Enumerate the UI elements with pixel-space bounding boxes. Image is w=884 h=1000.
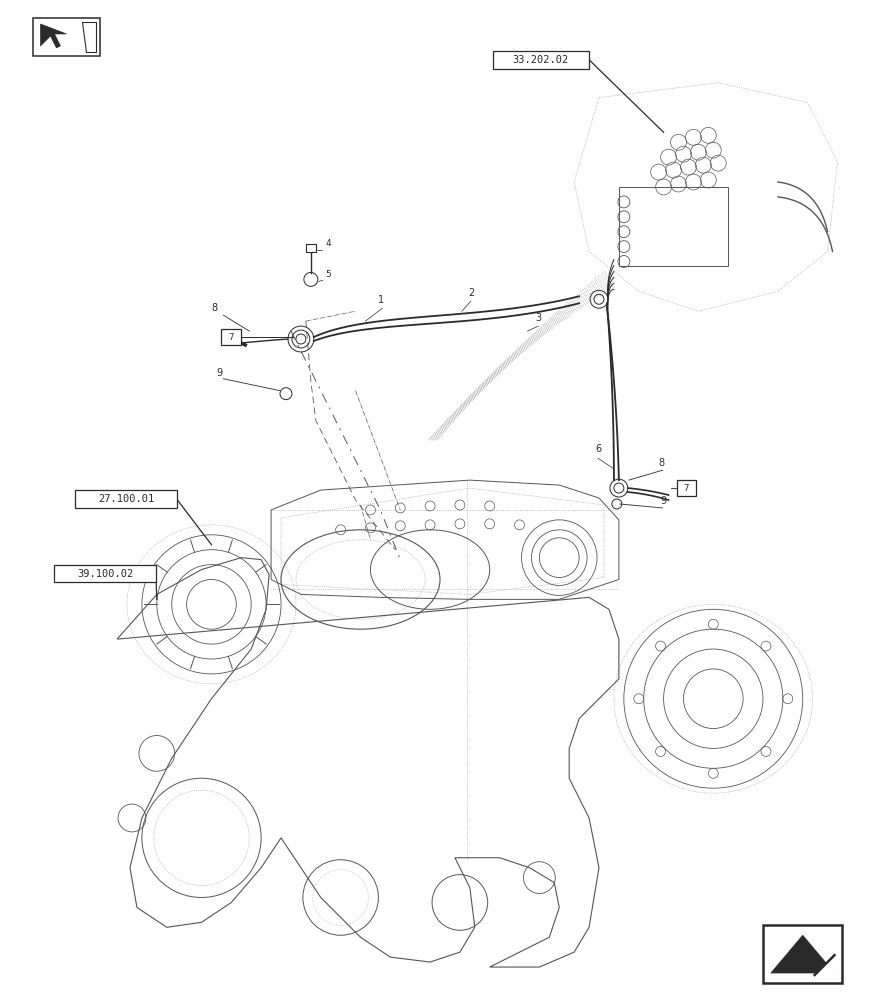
FancyBboxPatch shape [306,244,316,252]
Polygon shape [41,24,66,48]
Text: 7: 7 [229,333,234,342]
Text: 2: 2 [468,288,474,298]
FancyBboxPatch shape [55,565,156,582]
FancyBboxPatch shape [221,329,241,345]
FancyBboxPatch shape [763,925,842,983]
FancyBboxPatch shape [676,480,697,496]
Text: 8: 8 [659,458,665,468]
Text: 8: 8 [211,303,217,313]
Text: 3: 3 [536,313,542,323]
Text: 27.100.01: 27.100.01 [98,494,154,504]
Text: 5: 5 [325,270,332,279]
FancyBboxPatch shape [492,51,589,69]
Polygon shape [771,935,834,973]
FancyBboxPatch shape [33,18,100,56]
Text: 9: 9 [217,368,223,378]
FancyBboxPatch shape [75,490,177,508]
Polygon shape [82,22,96,52]
Text: 1: 1 [378,295,385,305]
Text: 39.100.02: 39.100.02 [77,569,133,579]
Text: 6: 6 [595,444,601,454]
Text: 4: 4 [325,239,332,248]
Polygon shape [815,955,834,975]
Text: 9: 9 [660,496,667,506]
Text: 7: 7 [683,484,690,493]
Text: 33.202.02: 33.202.02 [513,55,569,65]
